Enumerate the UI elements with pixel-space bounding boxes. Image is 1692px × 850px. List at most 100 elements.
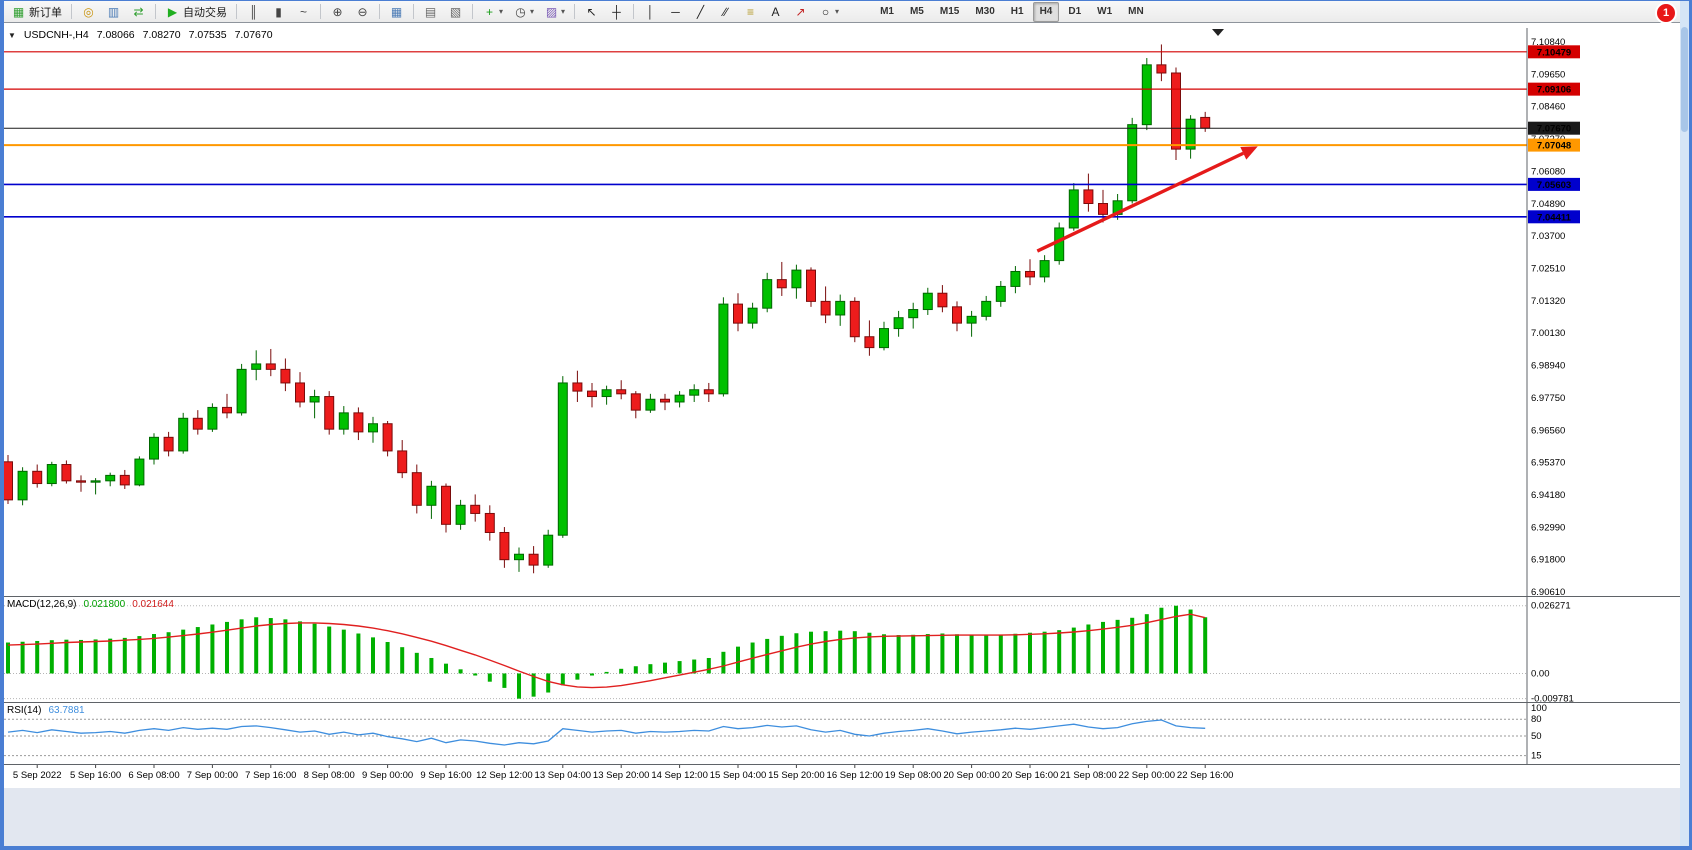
- macd-histogram-bar: [736, 646, 740, 674]
- candle-body: [1171, 72, 1181, 150]
- zoom-in-button[interactable]: ⊕: [326, 2, 349, 22]
- support-line-blue-1-badge-label: 7.05603: [1537, 180, 1571, 191]
- scrollbar-thumb[interactable]: [1681, 27, 1688, 132]
- timeframe-button-m15[interactable]: M15: [939, 5, 960, 17]
- zoom-out-button[interactable]: ⊖: [351, 2, 374, 22]
- candle-body: [893, 317, 904, 330]
- price-axis-label: 6.95370: [1531, 458, 1565, 469]
- arrows-button[interactable]: ↗: [789, 2, 812, 22]
- candle-body: [368, 423, 378, 433]
- autotrading-button[interactable]: ▶ 自动交易: [161, 2, 231, 22]
- new-order-button[interactable]: ▦ 新订单: [7, 2, 66, 22]
- trend-arrow-line[interactable]: [1036, 151, 1245, 253]
- macd-axis-label: 0.00: [1531, 668, 1550, 679]
- cascade-button[interactable]: ▧: [444, 2, 467, 22]
- macd-histogram-bar: [1115, 619, 1120, 674]
- macd-histogram-bar: [531, 673, 536, 697]
- bar-chart-icon: ║: [249, 4, 258, 19]
- shapes-button[interactable]: ○ ▾: [814, 2, 843, 22]
- resistance-line-1-badge-label: 7.10479: [1537, 47, 1571, 58]
- macd-histogram-bar: [49, 640, 54, 674]
- macd-histogram-bar: [64, 639, 69, 674]
- time-axis-label: 7 Sep 16:00: [245, 770, 296, 781]
- chart-shift-marker[interactable]: [1212, 29, 1224, 36]
- chevron-down-icon[interactable]: ▾: [835, 7, 840, 16]
- candle-body: [1025, 270, 1035, 278]
- periods-button[interactable]: ◷ ▾: [509, 2, 538, 22]
- macd-histogram-bar: [1071, 627, 1076, 674]
- macd-histogram-bar: [283, 619, 288, 674]
- candle-body: [1141, 64, 1152, 126]
- candle-body: [733, 303, 743, 324]
- macd-main-value: 0.021800: [83, 599, 126, 610]
- notification-badge[interactable]: 1: [1655, 2, 1677, 24]
- timeframe-button-mn[interactable]: MN: [1128, 5, 1144, 17]
- toolbar: ▦ 新订单 ◎ ▥ ⇄ ▶ 自动交易 ║ ▮ ~ ⊕ ⊖ ▦ ▤ ▧ + ▾ ◷ ▾ ▨ ▾ ↖ ┼ │ ─ ╱ ∕∕ ≡ A ↗ ○ ▾ M1…: [4, 1, 1680, 23]
- refresh-button[interactable]: ⇄: [127, 2, 150, 22]
- price-axis-label: 7.08460: [1531, 102, 1565, 113]
- mql-wizard-button[interactable]: ◎: [77, 2, 100, 22]
- line-chart-button[interactable]: ~: [292, 2, 315, 22]
- price-axis-label: 6.92990: [1531, 522, 1565, 533]
- one-click-trading-toggle[interactable]: ▼: [8, 30, 16, 40]
- chevron-down-icon[interactable]: ▾: [530, 7, 535, 16]
- macd-histogram-bar: [998, 634, 1003, 674]
- vertical-scrollbar[interactable]: [1680, 1, 1689, 846]
- new-order-icon: ▦: [12, 4, 25, 19]
- candle-body: [207, 406, 218, 430]
- trend-arrow-head[interactable]: [1240, 146, 1258, 160]
- timeframe-button-w1[interactable]: W1: [1097, 5, 1113, 17]
- candle-body: [295, 382, 305, 403]
- candle-body: [1156, 64, 1167, 74]
- toolbar-separator: [236, 4, 237, 19]
- rsi-indicator-label: RSI(14) 63.7881: [7, 705, 85, 716]
- candle-body: [236, 368, 247, 414]
- templates-button[interactable]: ▨ ▾: [540, 2, 569, 22]
- indicators-button[interactable]: + ▾: [478, 2, 507, 22]
- channel-button[interactable]: ∕∕: [714, 2, 737, 22]
- timeframe-button-m1[interactable]: M1: [880, 5, 894, 17]
- charts-button[interactable]: ▥: [102, 2, 125, 22]
- macd-histogram-bar: [1042, 631, 1047, 674]
- profile-button[interactable]: ▤: [419, 2, 442, 22]
- cursor-button[interactable]: ↖: [580, 2, 603, 22]
- macd-histogram-bar: [79, 639, 83, 674]
- candle-body: [966, 315, 977, 324]
- candle-body: [514, 553, 524, 561]
- support-line-orange-badge: [1528, 138, 1580, 152]
- timeframe-button-h1[interactable]: H1: [1010, 5, 1024, 17]
- timeframe-button-m5[interactable]: M5: [909, 5, 924, 17]
- candle-body: [776, 279, 787, 289]
- rsi-axis-label: 50: [1531, 731, 1542, 742]
- crosshair-button[interactable]: ┼: [605, 2, 628, 22]
- autotrading-button-label: 自动交易: [183, 6, 227, 19]
- timeframe-button-h4[interactable]: H4: [1032, 1, 1060, 22]
- macd-histogram-bar: [955, 634, 959, 674]
- candle-body: [251, 363, 262, 370]
- macd-histogram-bar: [633, 666, 638, 674]
- chevron-down-icon[interactable]: ▾: [499, 7, 504, 16]
- toolbar-separator: [71, 4, 72, 19]
- candlestick-chart-button[interactable]: ▮: [267, 2, 290, 22]
- text-button[interactable]: A: [764, 2, 787, 22]
- macd-histogram-bar: [648, 664, 653, 674]
- time-axis-label: 22 Sep 16:00: [1177, 770, 1234, 781]
- fibonacci-button[interactable]: ≡: [739, 2, 762, 22]
- time-axis-label: 9 Sep 16:00: [420, 770, 471, 781]
- candle-body: [134, 458, 145, 486]
- macd-histogram-bar: [400, 647, 405, 674]
- tile-windows-button[interactable]: ▦: [385, 2, 408, 22]
- timeframe-button-m30[interactable]: M30: [975, 5, 995, 17]
- chevron-down-icon[interactable]: ▾: [561, 7, 566, 16]
- candle-body: [192, 417, 203, 430]
- bar-chart-button[interactable]: ║: [242, 2, 265, 22]
- trendline-button[interactable]: ╱: [689, 2, 712, 22]
- candle-body: [879, 328, 889, 349]
- price-axis-label: 7.04890: [1531, 199, 1565, 210]
- resistance-line-2-badge-label: 7.09106: [1537, 85, 1571, 96]
- timeframe-button-d1[interactable]: D1: [1068, 5, 1082, 17]
- candle-body: [660, 398, 670, 403]
- vertical-line-button[interactable]: │: [639, 2, 662, 22]
- macd-axis-label: 0.026271: [1531, 601, 1571, 612]
- horizontal-line-button[interactable]: ─: [664, 2, 687, 22]
